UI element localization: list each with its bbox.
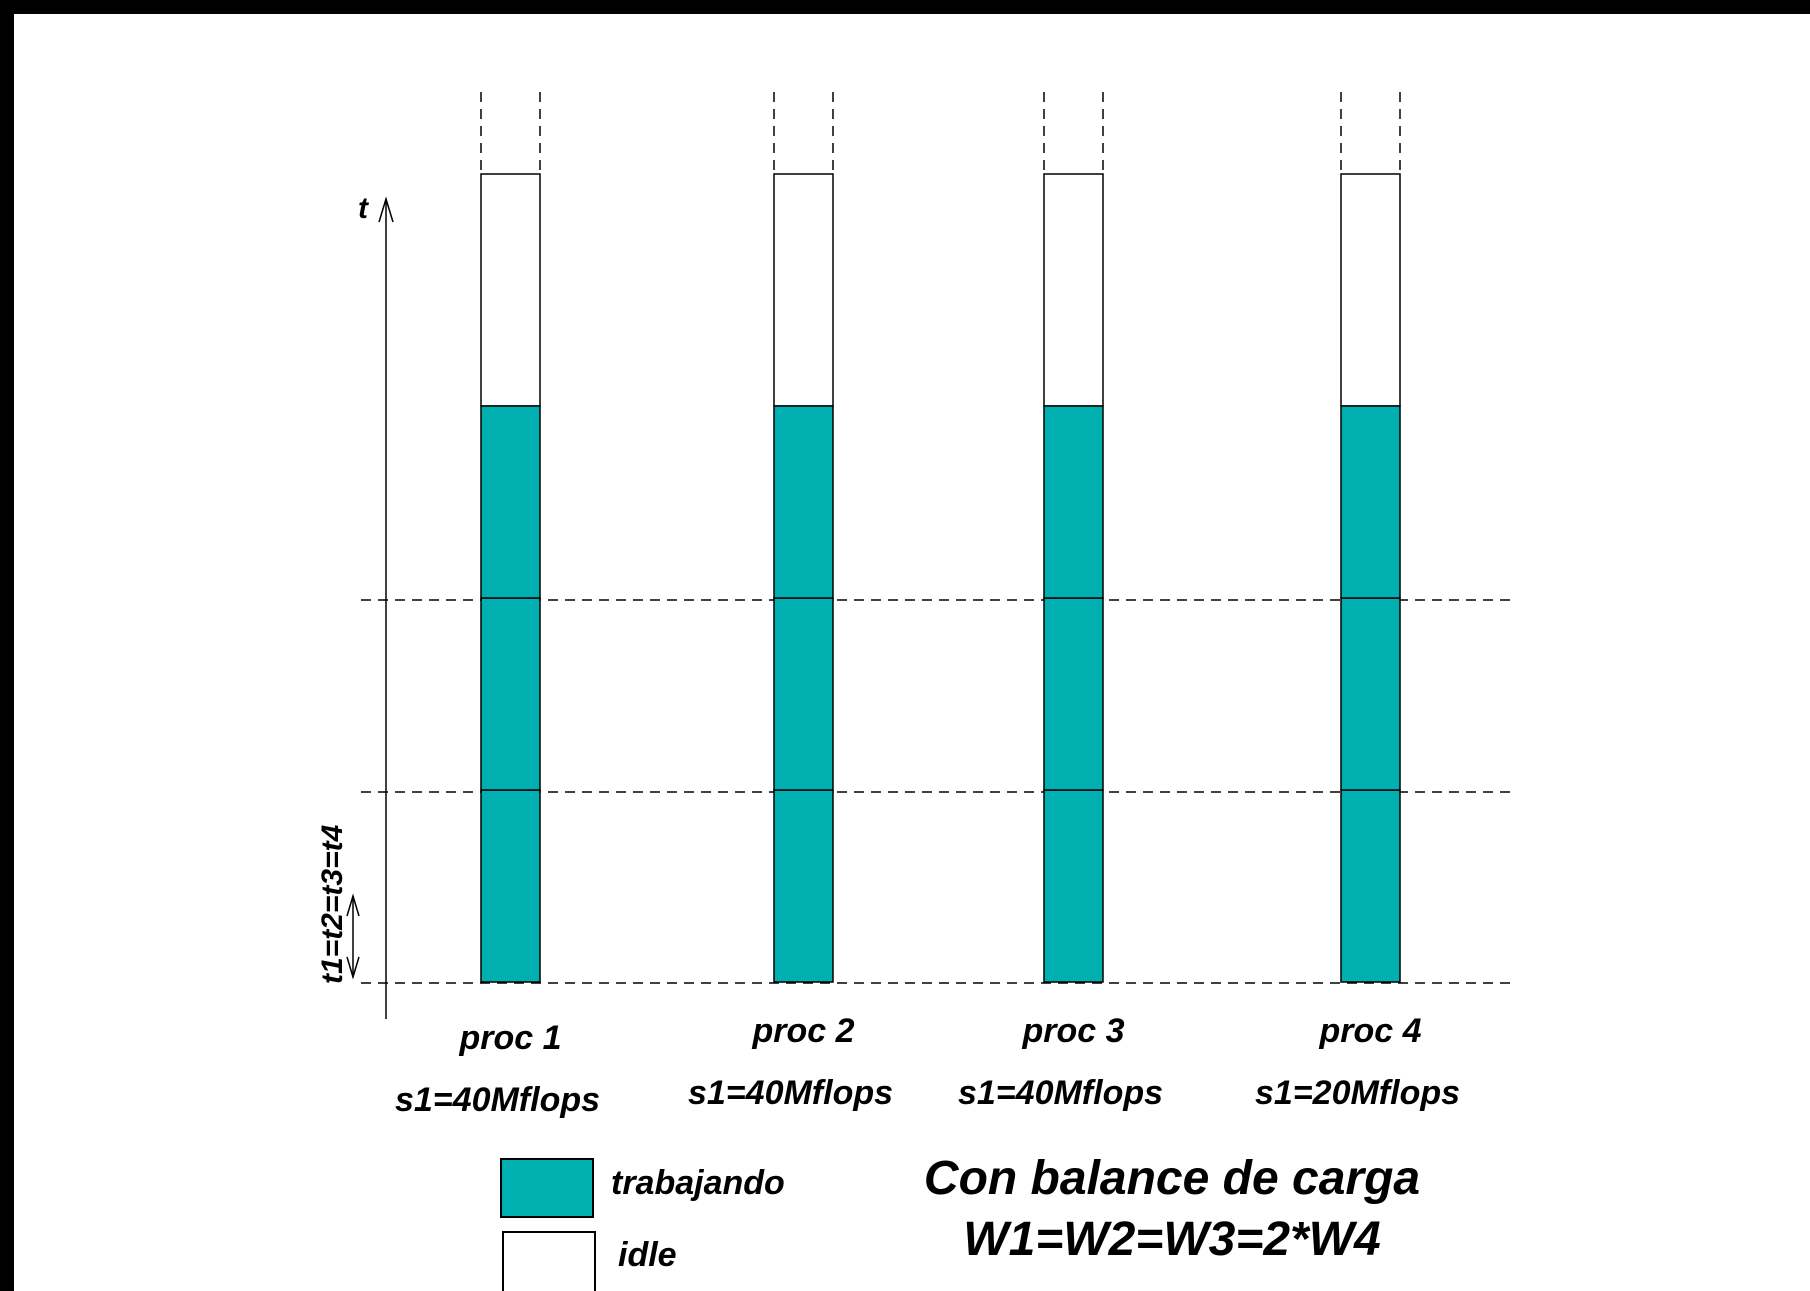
working-segment	[1340, 597, 1401, 791]
diagram-title: Con balance de carga	[923, 1152, 1421, 1205]
working-segment	[480, 405, 541, 599]
idle-segment	[1043, 173, 1104, 407]
processor-speed: s1=40Mflops	[394, 1081, 601, 1119]
interval-arrow-head-top	[346, 893, 360, 917]
processor-bars	[480, 92, 1401, 983]
interval-arrow-head-bottom	[346, 956, 360, 980]
legend-idle-swatch	[502, 1231, 596, 1291]
diagram-subtitle: W1=W2=W3=2*W4	[963, 1213, 1381, 1266]
processor-name: proc 4	[1319, 1012, 1422, 1050]
processor-speed: s1=20Mflops	[1254, 1074, 1461, 1112]
interval-label: t1=t2=t3=t4	[316, 824, 349, 984]
working-segment	[1340, 405, 1401, 599]
working-segment	[1043, 789, 1104, 983]
idle-segment	[1340, 173, 1401, 407]
processor-speed: s1=40Mflops	[687, 1074, 894, 1112]
processor-speed: s1=40Mflops	[957, 1074, 1164, 1112]
working-segment	[773, 597, 834, 791]
working-segment	[773, 405, 834, 599]
processor-name: proc 2	[752, 1012, 855, 1050]
working-segment	[1043, 597, 1104, 791]
working-segment	[480, 597, 541, 791]
time-axis-label: t	[358, 192, 368, 225]
working-segment	[1043, 405, 1104, 599]
working-segment	[1340, 789, 1401, 983]
legend-idle-label: idle	[618, 1236, 677, 1274]
legend-working-label: trabajando	[611, 1164, 785, 1202]
load-balance-diagram	[346, 92, 1510, 1019]
idle-segment	[773, 173, 834, 407]
time-axis-arrowhead	[378, 196, 394, 223]
working-segment	[480, 789, 541, 983]
processor-name: proc 1	[459, 1019, 562, 1057]
idle-segment	[480, 173, 541, 407]
working-segment	[773, 789, 834, 983]
legend-working-swatch	[500, 1158, 594, 1218]
diagram-frame: t t1=t2=t3=t4 proc 1 s1=40Mflops proc 2 s1=…	[14, 14, 1810, 1291]
processor-name: proc 3	[1022, 1012, 1125, 1050]
